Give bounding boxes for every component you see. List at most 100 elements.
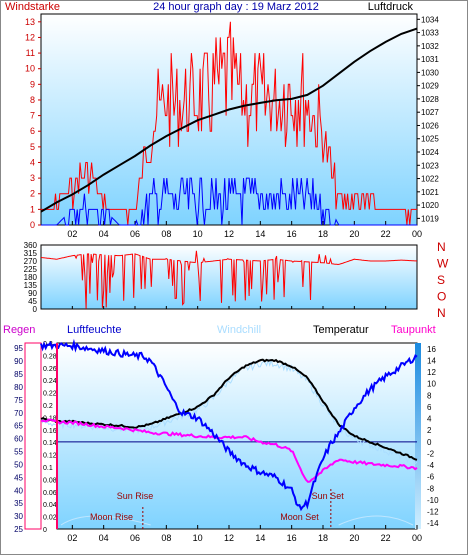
wind-speed-label: Windstarke — [5, 1, 60, 13]
pressure-tick: 1029 — [421, 82, 439, 91]
wind-speed-tick: 3 — [30, 173, 35, 183]
wind-x-tick: 08 — [161, 229, 171, 239]
direction-tick: 90 — [28, 289, 37, 298]
wind-speed-tick: 11 — [26, 48, 35, 58]
wind-speed-tick: 8 — [30, 95, 35, 105]
temperature-tick: 0 — [427, 438, 432, 447]
humidity-tick: 45 — [14, 473, 23, 482]
direction-tick: 315 — [24, 249, 38, 258]
humidity-x-tick: 14 — [255, 533, 265, 543]
direction-tick: 45 — [28, 297, 37, 306]
pressure-tick: 1031 — [421, 55, 439, 64]
temperature-tick: 2 — [427, 426, 432, 435]
wind-x-tick: 14 — [255, 229, 265, 239]
humidity-tick: 25 — [14, 525, 23, 534]
pressure-tick: 1027 — [421, 108, 439, 117]
humidity-tick: 60 — [14, 435, 23, 444]
sun-rise-label: Sun Rise — [117, 491, 154, 501]
wind-x-tick: 18 — [318, 229, 328, 239]
pressure-tick: 1028 — [421, 95, 439, 104]
chart-title: 24 hour graph day : 19 Marz 2012 — [153, 1, 319, 13]
rain-tick: 0.16 — [43, 428, 57, 435]
temperature-tick: 8 — [427, 391, 432, 400]
wind-panel-bg — [40, 13, 418, 226]
temp-axis-bar — [415, 343, 421, 529]
humidity-series — [40, 338, 418, 512]
temperature-tick: -8 — [427, 484, 435, 493]
compass-label: S — [437, 273, 445, 287]
pressure-tick: 1032 — [421, 42, 439, 51]
wind-x-tick: 02 — [67, 229, 77, 239]
wind-mean-series — [41, 177, 417, 226]
humidity-tick: 30 — [14, 512, 23, 521]
pressure-tick: 1019 — [421, 214, 439, 223]
temperature-tick: -14 — [427, 519, 439, 528]
humidity-tick: 65 — [14, 422, 23, 431]
dewpoint-series — [40, 418, 418, 483]
wind-x-tick: 16 — [287, 229, 297, 239]
humidity-x-tick: 12 — [224, 533, 234, 543]
humidity-tick: 40 — [14, 486, 23, 495]
dewpoint-label: Taupunkt — [391, 324, 436, 336]
compass-label: N — [437, 240, 446, 254]
temperature-tick: 4 — [427, 415, 432, 424]
humidity-x-tick: 16 — [287, 533, 297, 543]
rain-tick: 0.02 — [43, 515, 57, 522]
humidity-x-tick: 20 — [349, 533, 359, 543]
direction-tick: 225 — [24, 265, 38, 274]
rain-tick: 0.26 — [43, 366, 57, 373]
humidity-tick: 85 — [14, 370, 23, 379]
humidity-tick: 75 — [14, 396, 23, 405]
rain-tick: 0.12 — [43, 453, 57, 460]
wind-speed-tick: 9 — [30, 79, 35, 89]
rain-tick: 0.24 — [43, 378, 57, 385]
humidity-x-tick: 04 — [99, 533, 109, 543]
direction-tick: 360 — [24, 241, 38, 250]
rain-tick: 0.28 — [43, 353, 57, 360]
pressure-series — [40, 27, 418, 213]
wind-x-tick: 22 — [381, 229, 391, 239]
humidity-tick: 55 — [14, 448, 23, 457]
wind-speed-tick: 10 — [25, 64, 35, 74]
humidity-x-tick: 08 — [161, 533, 171, 543]
temperature-tick: -2 — [427, 449, 435, 458]
pressure-tick: 1021 — [421, 188, 439, 197]
humidity-x-tick: 06 — [130, 533, 140, 543]
wind-x-tick: 20 — [349, 229, 359, 239]
temperature-tick: -12 — [427, 508, 439, 517]
wind-speed-tick: 7 — [30, 111, 35, 121]
compass-label: N — [437, 306, 446, 320]
temperature-tick: 6 — [427, 403, 432, 412]
temperature-tick: 12 — [427, 368, 436, 377]
temperature-tick: -6 — [427, 473, 435, 482]
wind-direction-series — [40, 250, 418, 309]
direction-tick: 180 — [24, 273, 38, 282]
moon-set-label: Moon Set — [280, 512, 319, 522]
moon-arc — [60, 515, 151, 526]
wind-speed-tick: 12 — [25, 32, 35, 42]
direction-tick: 135 — [24, 281, 38, 290]
windchill-label: Windchill — [217, 324, 261, 336]
wind-speed-tick: 6 — [30, 126, 35, 136]
wind-x-tick: 00 — [412, 229, 422, 239]
rain-tick: 0.2 — [43, 403, 53, 410]
temperature-tick: 14 — [427, 356, 436, 365]
direction-tick: 270 — [24, 257, 38, 266]
humidity-tick: 80 — [14, 383, 23, 392]
pressure-tick: 1022 — [421, 175, 439, 184]
rain-tick: 0.1 — [43, 465, 53, 472]
wind-speed-tick: 1 — [30, 204, 35, 214]
humidity-x-tick: 22 — [381, 533, 391, 543]
compass-label: W — [437, 257, 449, 271]
humidity-tick: 95 — [14, 344, 23, 353]
humidity-tick: 70 — [14, 409, 23, 418]
wind-x-tick: 12 — [224, 229, 234, 239]
compass-label: O — [437, 290, 446, 304]
humidity-x-tick: 02 — [67, 533, 77, 543]
pressure-tick: 1026 — [421, 121, 439, 130]
pressure-tick: 1033 — [421, 29, 439, 38]
sun-set-label: Sun Set — [312, 491, 345, 501]
pressure-tick: 1023 — [421, 161, 439, 170]
